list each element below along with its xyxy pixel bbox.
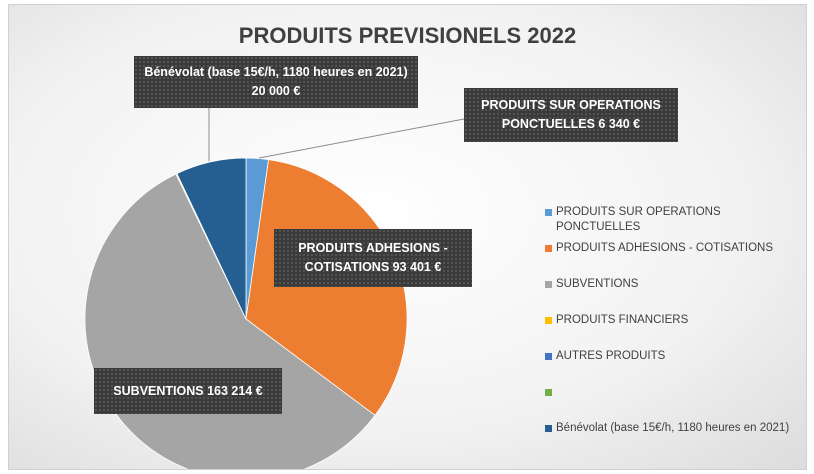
data-label-value: 163 214 € [207,383,263,398]
legend-label: SUBVENTIONS [556,278,639,290]
legend-item [545,385,797,421]
data-label-text: SUBVENTIONS 163 214 € [113,382,262,401]
data-label-value: 93 401 € [392,260,442,274]
legend: PRODUITS SUR OPERATIONS PONCTUELLES PRODU… [545,205,797,457]
chart-area: PRODUITS PREVISIONELS 2022 PRODUITS SUR … [8,4,807,470]
chart-title: PRODUITS PREVISIONELS 2022 [238,23,577,48]
data-label-text: PRODUITS ADHESIONS - COTISATIONS 93 401 … [282,239,464,277]
legend-swatch [545,353,552,360]
data-label-category: PRODUITS SUR OPERATIONS PONCTUELLES [481,98,661,131]
legend-item: AUTRES PRODUITS [545,349,797,385]
legend-swatch [545,317,552,324]
data-label: PRODUITS ADHESIONS - COTISATIONS 93 401 … [274,229,472,287]
legend-item: PRODUITS ADHESIONS - COTISATIONS [545,241,797,277]
data-label: PRODUITS SUR OPERATIONS PONCTUELLES 6 34… [464,88,678,142]
legend-label: Bénévolat (base 15€/h, 1180 heures en 20… [556,422,790,434]
legend-item: Bénévolat (base 15€/h, 1180 heures en 20… [545,421,797,457]
legend-label: AUTRES PRODUITS [556,350,666,362]
leader-line [258,118,465,159]
data-label: SUBVENTIONS 163 214 € [94,368,282,414]
legend-swatch [545,425,552,432]
legend-swatch [545,389,552,396]
data-label-text: PRODUITS SUR OPERATIONS PONCTUELLES 6 34… [472,96,670,134]
legend-item: SUBVENTIONS [545,277,797,313]
legend-swatch [545,209,552,216]
data-label-category: Bénévolat (base 15€/h, 1180 heures en 20… [144,65,408,79]
data-label: Bénévolat (base 15€/h, 1180 heures en 20… [134,56,418,108]
legend-label: PRODUITS FINANCIERS [556,314,689,326]
legend-swatch [545,281,552,288]
legend-swatch [545,245,552,252]
data-label-value: 20 000 € [251,84,301,98]
data-label-category: PRODUITS ADHESIONS - COTISATIONS [298,241,448,274]
data-label-value: 6 340 € [598,117,641,131]
data-label-text: Bénévolat (base 15€/h, 1180 heures en 20… [142,63,410,101]
legend-label: PRODUITS ADHESIONS - COTISATIONS [556,242,774,254]
legend-item: PRODUITS SUR OPERATIONS PONCTUELLES [545,205,797,241]
pie-slice [176,157,247,320]
data-label-category: SUBVENTIONS [113,383,204,398]
legend-item: PRODUITS FINANCIERS [545,313,797,349]
legend-label: PRODUITS SUR OPERATIONS PONCTUELLES [556,206,721,233]
